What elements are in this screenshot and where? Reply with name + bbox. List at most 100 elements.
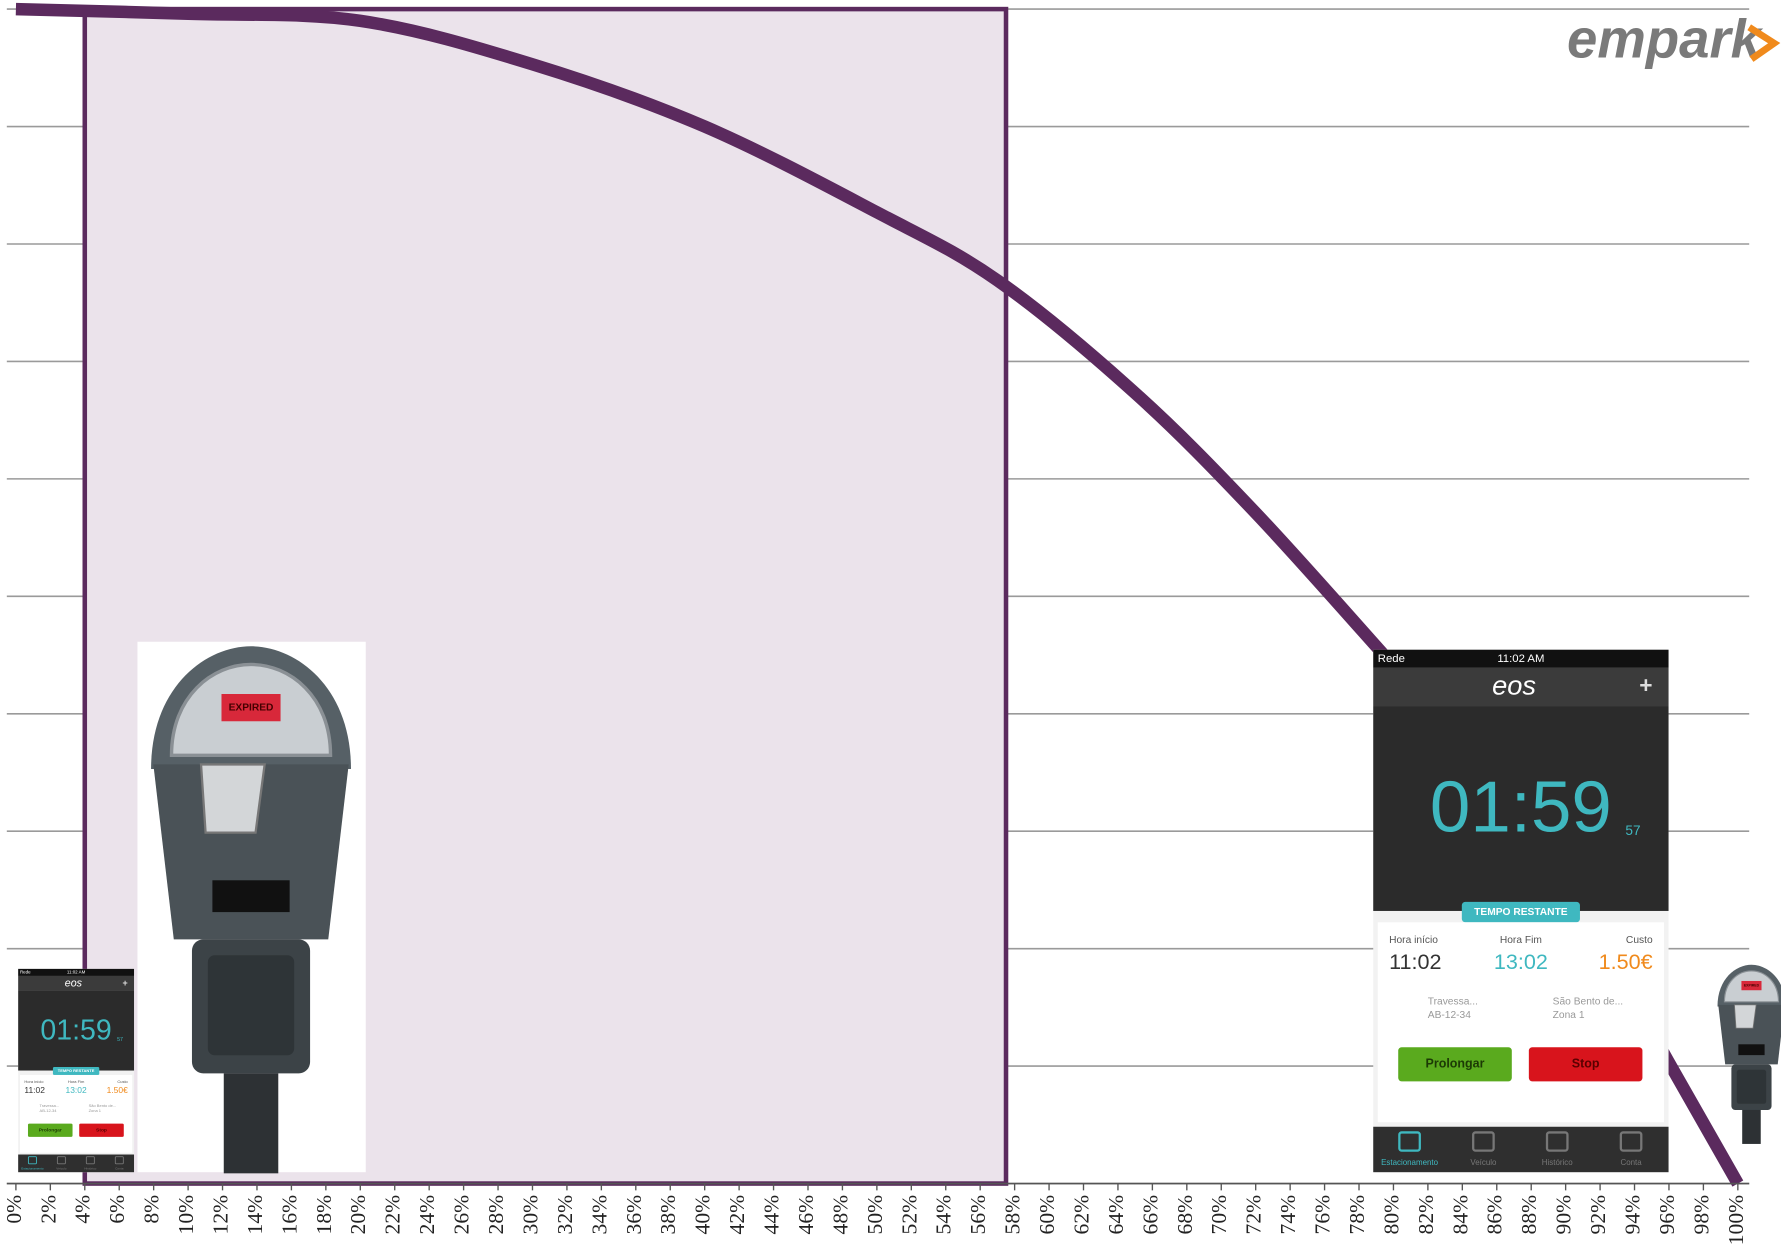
vehicle-name: Travessa...: [1428, 997, 1478, 1008]
logo-accent: [1747, 24, 1781, 62]
meter-coin-plate: [199, 763, 266, 834]
tab-label: Veículo: [1470, 1158, 1497, 1167]
x-tick-label: 54%: [932, 1195, 956, 1235]
x-tick-label: 56%: [966, 1195, 990, 1235]
x-tick-label: 92%: [1586, 1195, 1610, 1235]
x-tick-label: 20%: [346, 1195, 370, 1235]
x-tick-label: 12%: [208, 1195, 232, 1235]
x-tick-label: 46%: [794, 1195, 818, 1235]
x-tick-label: 70%: [1207, 1195, 1231, 1235]
tab-icon: [56, 1156, 66, 1165]
x-tick-label: 98%: [1689, 1195, 1713, 1235]
banner-bg: [1461, 901, 1580, 923]
vehicle-name: Travessa...: [40, 1103, 60, 1108]
banner: TEMPO RESTANTE: [1474, 907, 1568, 918]
x-tick-label: 42%: [725, 1195, 749, 1235]
x-tick-label: 0%: [2, 1195, 26, 1224]
tab-label: Estacionamento: [1381, 1158, 1439, 1167]
status-bar: [1373, 649, 1669, 668]
timer-seconds: 57: [1625, 823, 1640, 838]
parking-meter: EXPIRED: [1717, 964, 1781, 1144]
meter-body: [1718, 1004, 1781, 1065]
info-value: 13:02: [66, 1085, 87, 1095]
x-tick-label: 82%: [1414, 1195, 1438, 1235]
phone-screen: Rede 11:02 AM eos +01:59 57 TEMPO RESTANTE Hor…: [1373, 649, 1669, 1173]
zone-name: São Bento de...: [1553, 997, 1623, 1008]
status-time: 11:02 AM: [1497, 653, 1544, 665]
info-label: Custo: [117, 1079, 128, 1084]
tab-label: Histórico: [84, 1166, 96, 1170]
tab-label: Estacionamento: [21, 1166, 44, 1170]
x-axis: 0% 2% 4% 6% 8% 10% 12% 14% 16% 18% 20% 22% 24% 26% 28%…: [2, 1182, 1750, 1245]
info-value: 1.50€: [1599, 949, 1653, 974]
tab-bar: [18, 1154, 135, 1173]
status-bar: [18, 968, 135, 976]
banner-bg: [52, 1067, 100, 1075]
x-tick-label: 36%: [622, 1195, 646, 1235]
button-stop: [1528, 1047, 1643, 1082]
meter-display: [1741, 980, 1762, 991]
zone-name: São Bento de...: [89, 1103, 117, 1108]
info-value: 13:02: [1494, 949, 1548, 974]
pictures: EXPIRED EXPIRED Rede 11:02 AM eos +01:59 57 TEM…: [18, 641, 1781, 1174]
meter-display: [221, 694, 281, 722]
timer-seconds: 57: [117, 1037, 123, 1043]
meter-lower-door: [1736, 1069, 1767, 1104]
button-stop: [79, 1123, 124, 1137]
button-extend-label: Prolongar: [39, 1128, 62, 1134]
status-carrier: Rede: [20, 970, 31, 975]
tab-icon: [85, 1156, 95, 1165]
x-tick-label: 100%: [1724, 1195, 1748, 1245]
meter-pole: [1742, 1109, 1761, 1144]
x-tick-label: 40%: [691, 1195, 715, 1235]
x-tick-label: 10%: [174, 1195, 198, 1235]
tab-icon: [1472, 1131, 1495, 1152]
x-tick-label: 32%: [553, 1195, 577, 1235]
x-tick-label: 86%: [1483, 1195, 1507, 1235]
banner: TEMPO RESTANTE: [58, 1068, 95, 1073]
x-tick-label: 96%: [1655, 1195, 1679, 1235]
add-button: +: [123, 978, 128, 988]
meter-label: [212, 880, 290, 913]
button-extend: [1398, 1047, 1512, 1082]
button-extend: [27, 1123, 73, 1137]
x-tick-label: 38%: [656, 1195, 680, 1235]
x-tick-label: 88%: [1517, 1195, 1541, 1235]
x-tick-label: 62%: [1069, 1195, 1093, 1235]
x-tick-label: 50%: [863, 1195, 887, 1235]
tab-icon: [27, 1156, 37, 1165]
button-stop-label: Stop: [1572, 1057, 1600, 1071]
x-tick-label: 90%: [1552, 1195, 1576, 1235]
x-tick-label: 48%: [828, 1195, 852, 1235]
x-tick-label: 80%: [1379, 1195, 1403, 1235]
x-tick-label: 84%: [1448, 1195, 1472, 1235]
timer: 01:59: [40, 1015, 111, 1047]
x-tick-label: 68%: [1173, 1195, 1197, 1235]
tab-label: Conta: [115, 1166, 124, 1170]
tab-label: Veículo: [56, 1166, 66, 1170]
info-card: [1377, 922, 1665, 1123]
info-label: Hora início: [1389, 935, 1438, 946]
info-card: [19, 1074, 133, 1153]
status-time: 11:02 AM: [67, 970, 86, 975]
x-tick-label: 78%: [1345, 1195, 1369, 1235]
info-value: 1.50€: [107, 1085, 128, 1095]
x-tick-label: 8%: [140, 1195, 164, 1224]
x-tick-label: 28%: [484, 1195, 508, 1235]
meter-coin-plate: [1734, 1004, 1757, 1029]
logo-text: empark: [1567, 9, 1764, 70]
x-tick-label: 18%: [312, 1195, 336, 1235]
zone-number: Zona 1: [89, 1108, 102, 1113]
info-label: Hora início: [24, 1079, 44, 1084]
add-button: +: [1639, 672, 1652, 698]
tab-icon: [1545, 1131, 1569, 1152]
tab-icon: [1619, 1131, 1643, 1152]
info-label: Hora Fim: [1500, 935, 1542, 946]
timer-area: [1373, 706, 1669, 911]
tab-icon: [1398, 1131, 1421, 1152]
tab-icon: [114, 1156, 124, 1165]
x-tick-label: 52%: [897, 1195, 921, 1235]
info-value: 11:02: [24, 1085, 45, 1095]
button-extend-label: Prolongar: [1426, 1057, 1485, 1071]
